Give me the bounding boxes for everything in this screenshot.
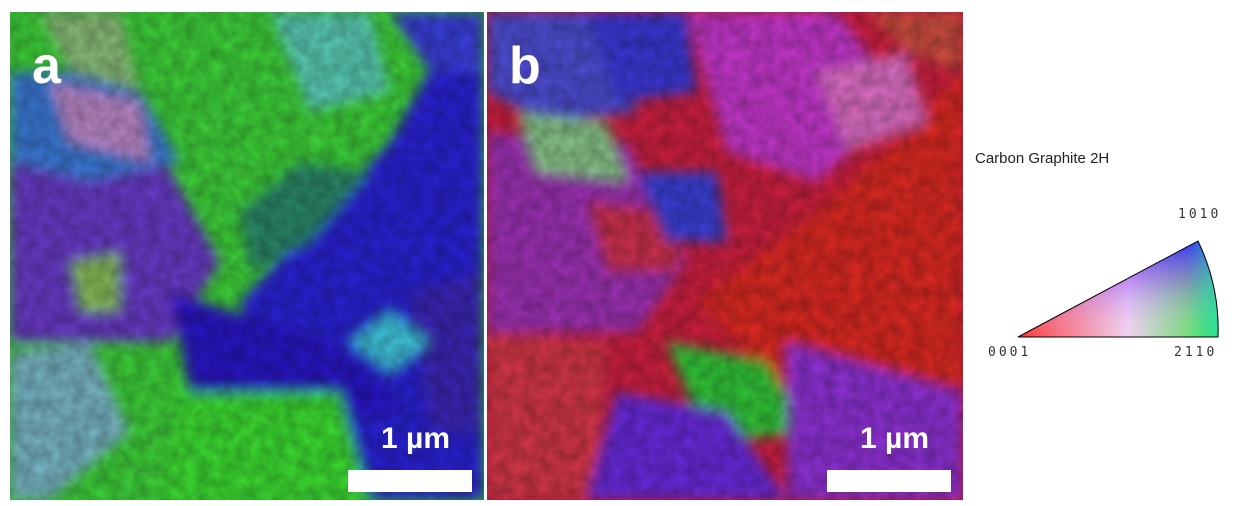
index-label-top: 1010 <box>1178 207 1222 222</box>
orientation-map-b <box>487 12 963 500</box>
ebsd-map-panel-b: b 1 µm <box>487 12 963 500</box>
index-label-right: 2110 <box>1174 345 1218 360</box>
panel-label-a: a <box>32 37 61 95</box>
ipf-color-triangle <box>1017 240 1219 338</box>
scale-bar-label-a: 1 µm <box>381 422 450 455</box>
inverse-pole-figure-key: 1010 0001 2110 <box>980 205 1230 375</box>
panel-label-b: b <box>509 37 541 95</box>
scale-bar-label-b: 1 µm <box>860 422 929 455</box>
legend-title: Carbon Graphite 2H <box>975 150 1110 167</box>
scale-bar-a <box>348 470 472 492</box>
index-label-left: 0001 <box>988 345 1032 360</box>
ebsd-map-panel-a: a 1 µm <box>10 12 484 500</box>
scale-bar-b <box>827 470 951 492</box>
orientation-map-a <box>10 12 484 500</box>
